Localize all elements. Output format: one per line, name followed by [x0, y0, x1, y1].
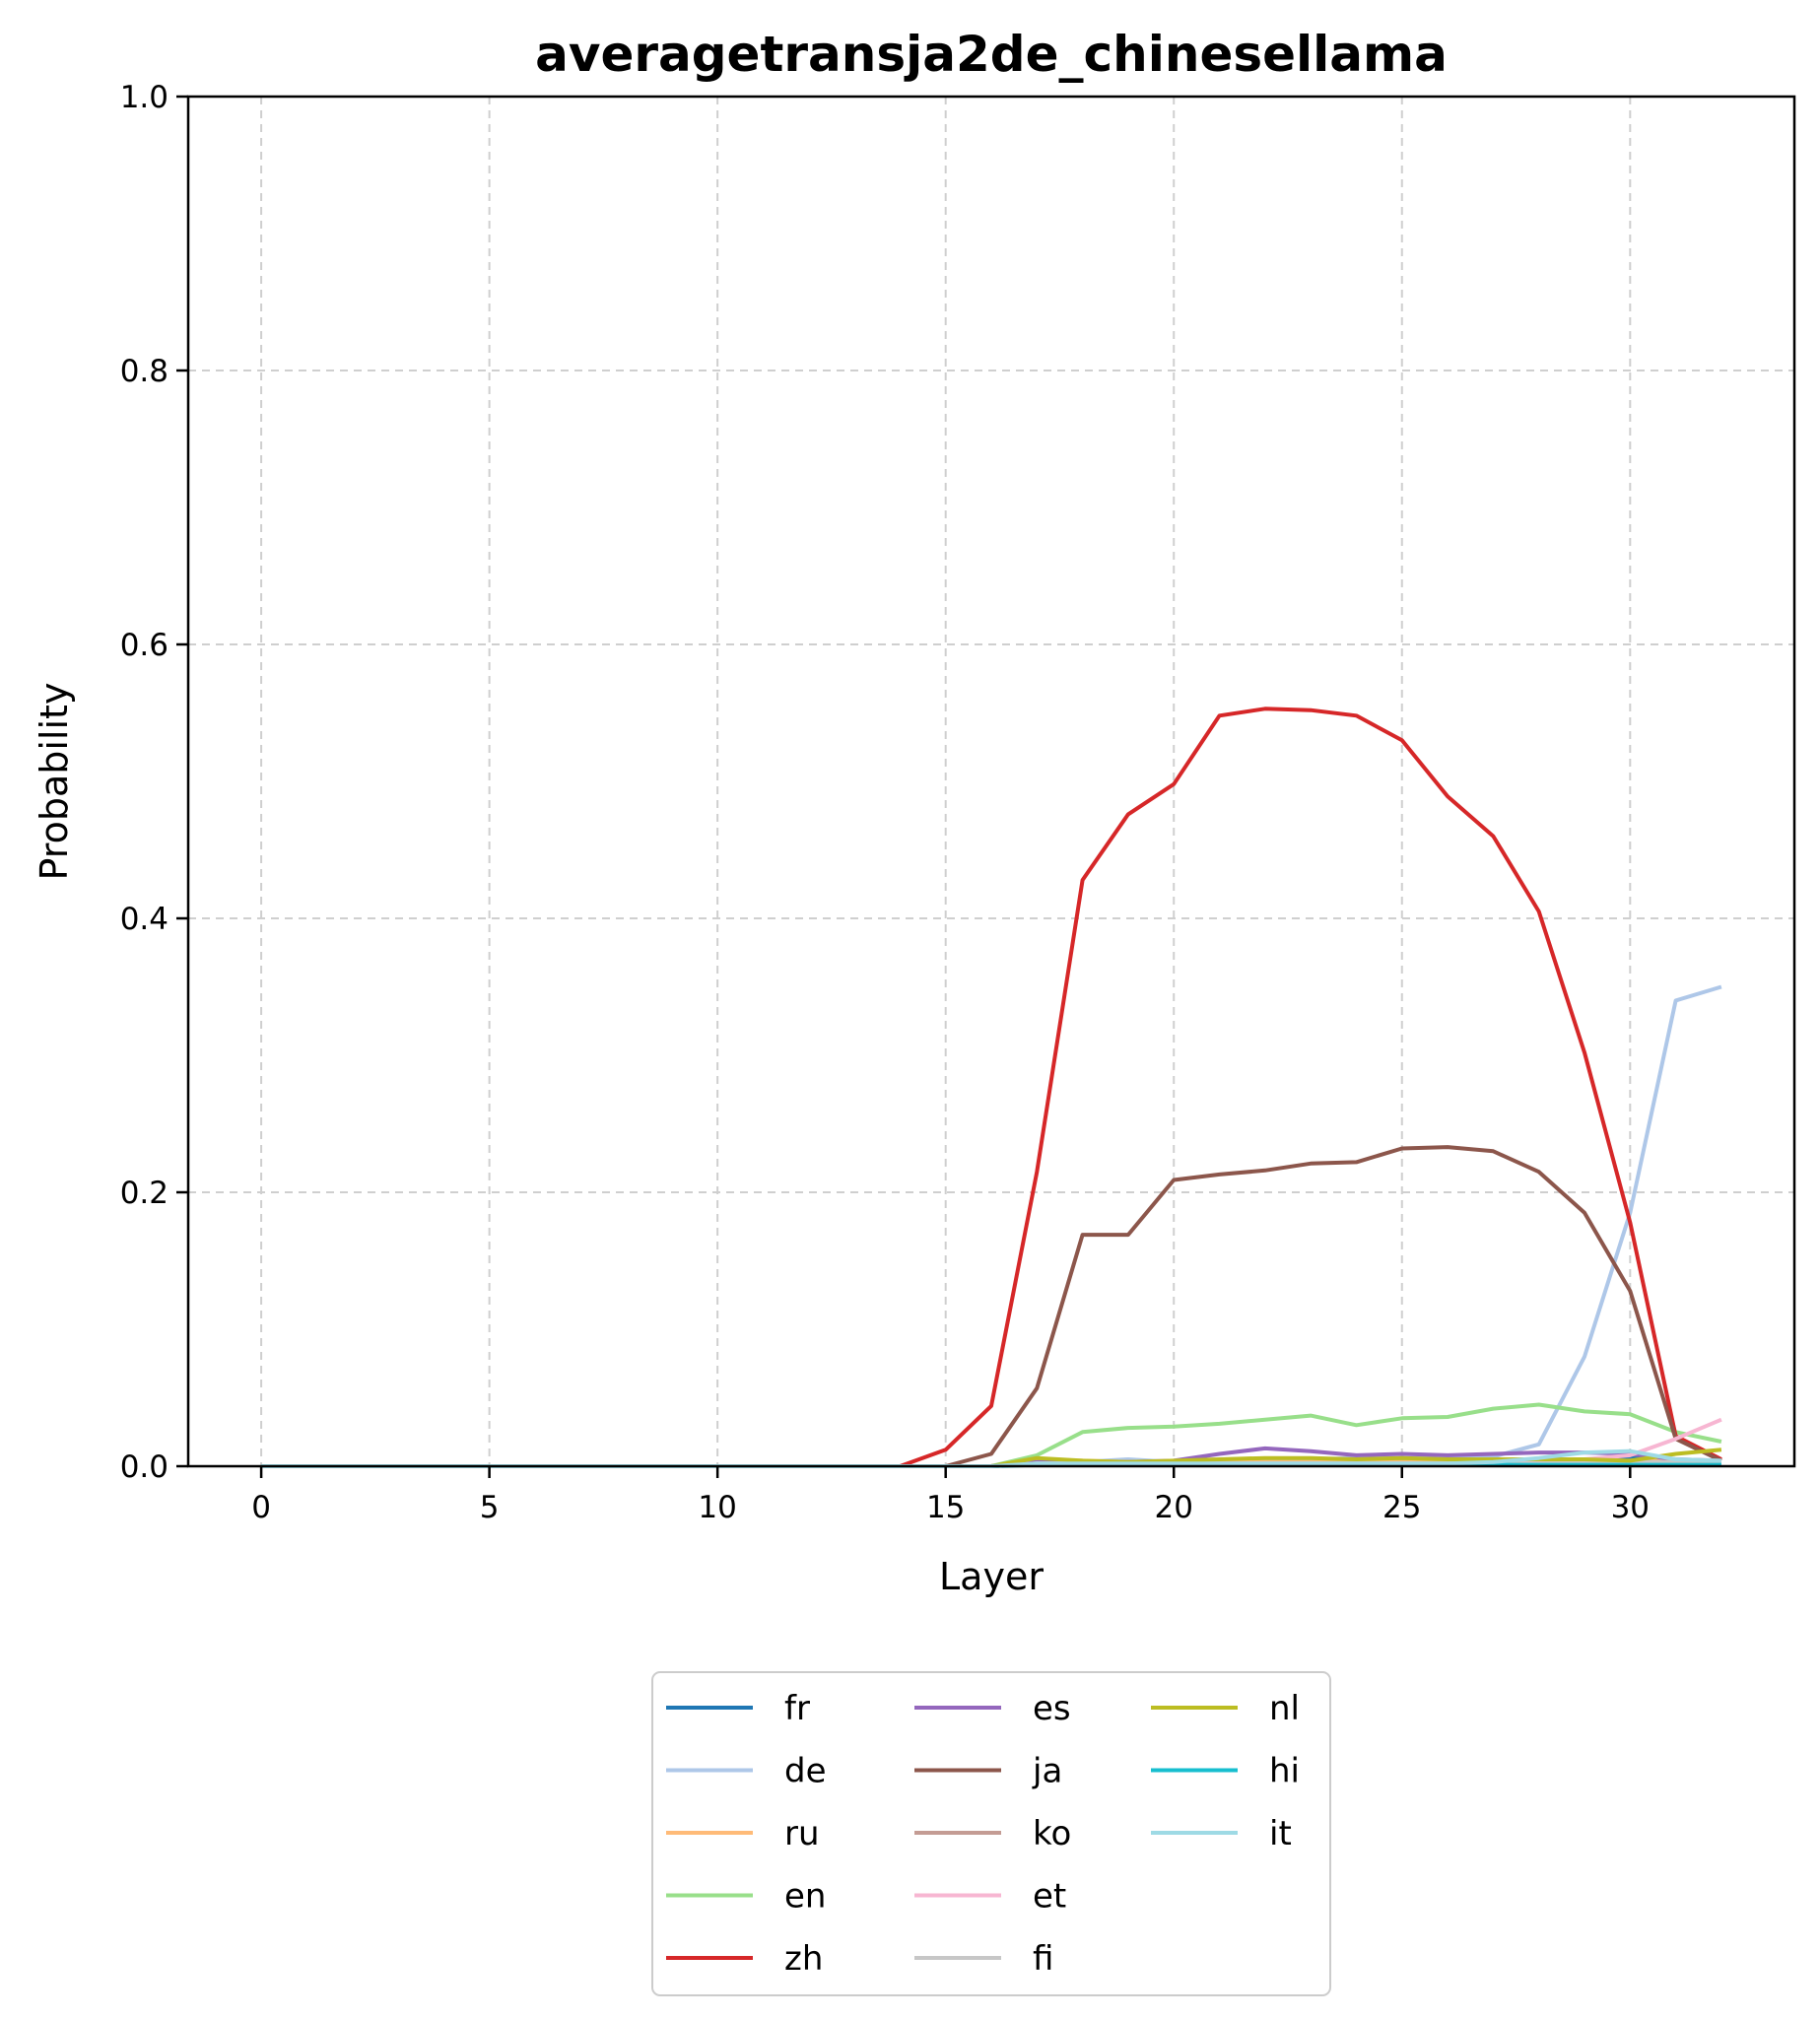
legend-items: fr de ru en zh es ja ko et fi nl hi it	[666, 1689, 1300, 1979]
legend: fr de ru en zh es ja ko et fi nl hi it	[651, 1671, 1331, 1996]
x-tick-label: 10	[698, 1490, 736, 1525]
legend-label-en: en	[784, 1877, 826, 1917]
x-tick-label: 0	[251, 1490, 271, 1525]
x-tick-label: 25	[1382, 1490, 1421, 1525]
y-tick-label: 1.0	[120, 80, 169, 115]
y-tick-label: 0.2	[120, 1176, 169, 1211]
x-tick-label: 5	[480, 1490, 500, 1525]
x-tick-label: 30	[1611, 1490, 1650, 1525]
legend-label-de: de	[784, 1752, 827, 1791]
x-tick-label: 20	[1155, 1490, 1193, 1525]
legend-label-ko: ko	[1033, 1814, 1071, 1853]
plot-frame	[186, 95, 1796, 1468]
y-tick-label: 0.6	[120, 628, 169, 663]
y-tick-label: 0.0	[120, 1449, 169, 1485]
legend-label-ru: ru	[784, 1814, 820, 1853]
legend-label-es: es	[1033, 1689, 1071, 1728]
x-axis-label: Layer	[939, 1555, 1044, 1598]
y-tick-label: 0.4	[120, 902, 169, 937]
y-axis-ticks: 0.0 0.2 0.4 0.6 0.8 1.0	[120, 80, 188, 1485]
grid-lines	[188, 97, 1794, 1466]
y-axis-label: Probability	[33, 683, 76, 881]
legend-label-et: et	[1033, 1877, 1066, 1917]
legend-label-zh: zh	[784, 1939, 823, 1979]
legend-label-ja: ja	[1032, 1752, 1062, 1791]
y-tick-label: 0.8	[120, 354, 169, 389]
legend-label-fr: fr	[784, 1689, 810, 1728]
legend-label-nl: nl	[1269, 1689, 1300, 1728]
chart-title: averagetransja2de_chinesellama	[535, 26, 1448, 83]
x-tick-label: 15	[926, 1490, 965, 1525]
legend-label-hi: hi	[1269, 1752, 1300, 1791]
x-axis-ticks: 0 5 10 15 20 25 30	[251, 1466, 1650, 1525]
legend-label-fi: fi	[1033, 1939, 1053, 1979]
legend-label-it: it	[1269, 1814, 1292, 1853]
